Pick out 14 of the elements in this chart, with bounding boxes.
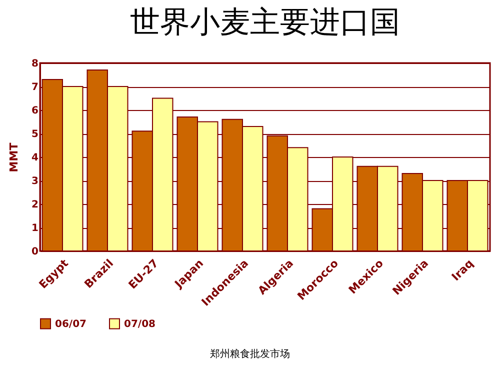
y-tick-label: 0 <box>32 246 39 258</box>
y-tick-label: 7 <box>32 82 39 93</box>
y-tick-label: 5 <box>32 129 39 140</box>
y-axis-title: MMT <box>8 142 21 172</box>
legend-label: 07/08 <box>124 318 156 330</box>
y-tick-label: 6 <box>32 106 39 116</box>
y-tick-label: 4 <box>32 152 39 164</box>
y-tick-label: 1 <box>32 223 39 234</box>
text: 郑州粮食批发市场 <box>209 348 291 361</box>
y-tick-label: 2 <box>32 200 39 210</box>
y-tick-label: 3 <box>32 176 39 187</box>
y-tick-label: 8 <box>32 58 39 70</box>
legend-label: 06/07 <box>55 318 87 330</box>
chart-title: 世界小麦主要进口国 <box>130 6 400 39</box>
